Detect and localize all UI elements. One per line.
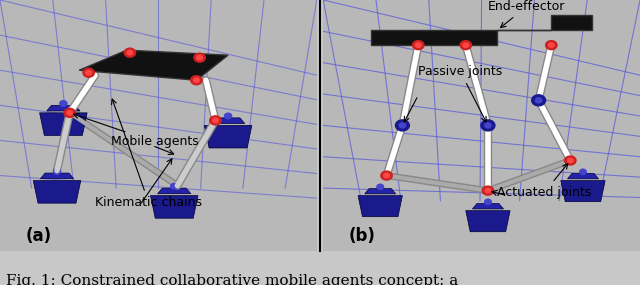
Polygon shape — [40, 113, 87, 135]
Text: Fig. 1: Constrained collaborative mobile agents concept: a: Fig. 1: Constrained collaborative mobile… — [6, 274, 459, 285]
Polygon shape — [157, 188, 191, 194]
Circle shape — [463, 43, 468, 47]
Circle shape — [481, 120, 495, 131]
Polygon shape — [40, 173, 74, 179]
Circle shape — [127, 50, 132, 55]
Circle shape — [212, 118, 218, 123]
Circle shape — [413, 41, 424, 50]
Circle shape — [545, 41, 557, 50]
Text: (b): (b) — [349, 227, 376, 245]
Circle shape — [580, 169, 586, 174]
Polygon shape — [47, 105, 80, 111]
Circle shape — [564, 156, 576, 165]
Circle shape — [484, 199, 492, 205]
Circle shape — [225, 113, 232, 119]
Circle shape — [548, 43, 554, 47]
Circle shape — [536, 98, 542, 103]
Circle shape — [54, 168, 61, 174]
Circle shape — [399, 123, 406, 128]
Text: Mobile agents: Mobile agents — [74, 113, 198, 148]
Text: (a): (a) — [26, 227, 51, 245]
Circle shape — [60, 101, 67, 106]
Circle shape — [67, 111, 72, 115]
Polygon shape — [568, 174, 598, 179]
Circle shape — [396, 120, 410, 131]
Circle shape — [415, 43, 421, 47]
Polygon shape — [472, 204, 504, 209]
Circle shape — [193, 78, 199, 83]
Circle shape — [83, 68, 95, 77]
Text: Actuated joints: Actuated joints — [497, 164, 592, 199]
Polygon shape — [371, 15, 593, 45]
Circle shape — [124, 48, 136, 57]
Circle shape — [194, 53, 205, 62]
Circle shape — [377, 184, 383, 190]
Circle shape — [86, 70, 92, 75]
Circle shape — [210, 116, 221, 125]
Circle shape — [460, 41, 472, 50]
Polygon shape — [33, 181, 81, 203]
Polygon shape — [204, 125, 252, 148]
Circle shape — [532, 95, 545, 106]
Circle shape — [196, 55, 202, 60]
Text: End-effector: End-effector — [488, 0, 565, 28]
Circle shape — [484, 123, 491, 128]
Circle shape — [384, 173, 389, 178]
Polygon shape — [358, 196, 403, 217]
Text: Kinematic chains: Kinematic chains — [95, 99, 202, 209]
Circle shape — [482, 186, 493, 195]
Polygon shape — [466, 211, 510, 232]
Circle shape — [64, 108, 76, 117]
Circle shape — [191, 76, 202, 85]
Circle shape — [381, 171, 392, 180]
Circle shape — [568, 158, 573, 163]
Polygon shape — [150, 196, 198, 218]
Polygon shape — [561, 181, 605, 202]
Polygon shape — [79, 50, 228, 80]
Text: Passive joints: Passive joints — [419, 65, 502, 122]
Polygon shape — [211, 118, 244, 123]
Polygon shape — [365, 189, 396, 194]
Circle shape — [171, 184, 178, 189]
Circle shape — [485, 188, 491, 193]
